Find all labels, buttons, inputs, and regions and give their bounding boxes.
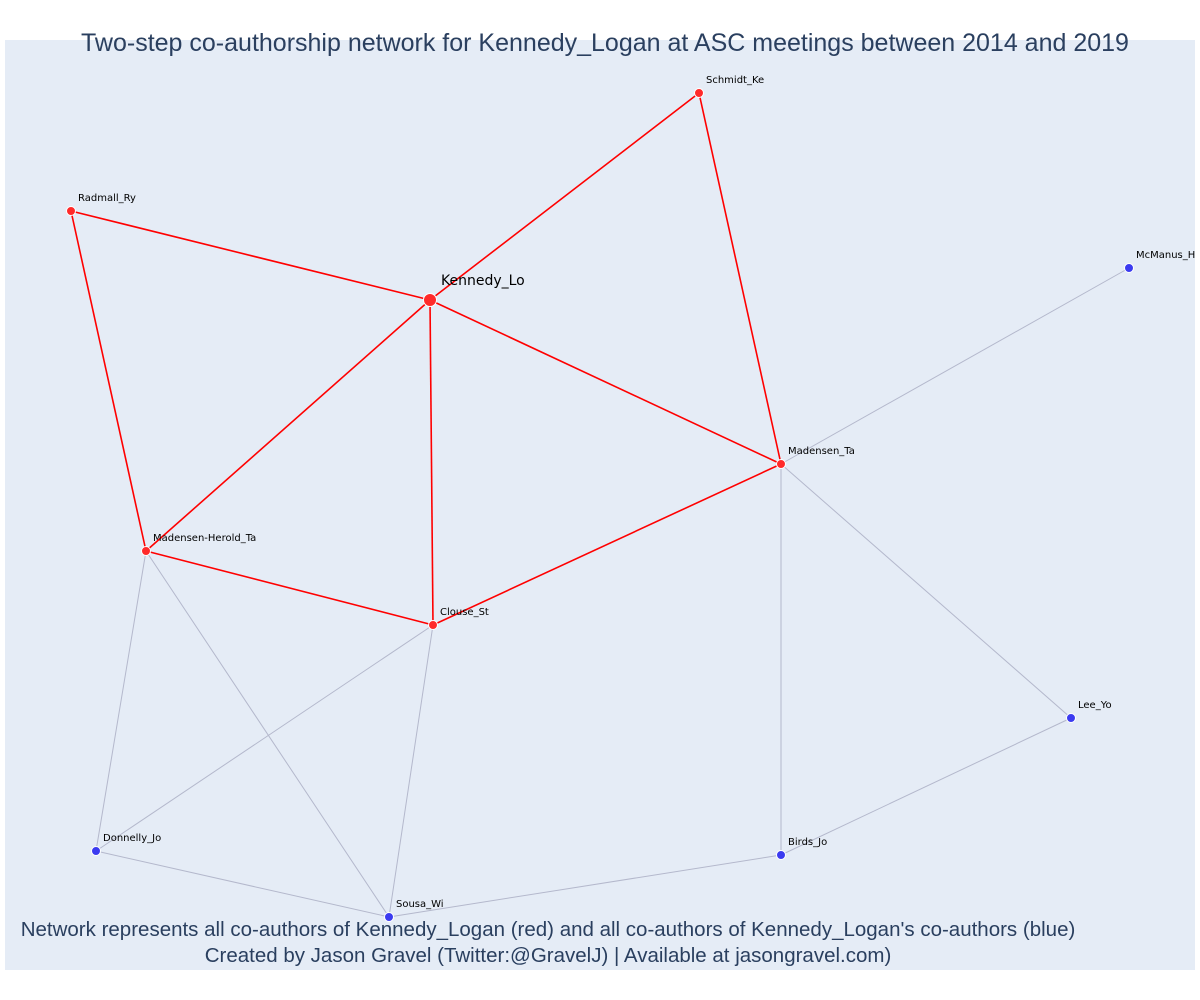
edge-Kennedy_Lo-Schmidt_Ke xyxy=(429,92,700,301)
caption: Network represents all co-authors of Ken… xyxy=(0,917,1096,969)
edge-Kennedy_Lo-Clouse_St xyxy=(429,299,434,626)
node-label-McManus_Ha: McManus_Ha xyxy=(1136,250,1200,261)
edge-Madensen_Ta-Lee_Yo xyxy=(780,463,1072,719)
node-Schmidt_Ke[interactable] xyxy=(694,88,704,98)
edge-Clouse_St-Madensen_Ta xyxy=(432,463,782,626)
node-label-Clouse_St: Clouse_St xyxy=(440,607,489,618)
node-label-Madensen_Ta: Madensen_Ta xyxy=(788,446,855,457)
node-McManus_Ha[interactable] xyxy=(1124,263,1134,273)
caption-line-2: Created by Jason Gravel (Twitter:@Gravel… xyxy=(204,944,892,967)
node-label-Radmall_Ry: Radmall_Ry xyxy=(78,193,136,204)
node-Madensen_Ta[interactable] xyxy=(776,459,786,469)
node-label-Madensen-Herold_Ta: Madensen-Herold_Ta xyxy=(153,533,256,544)
edge-Kennedy_Lo-Madensen_Ta xyxy=(429,299,782,465)
chart-title: Two-step co-authorship network for Kenne… xyxy=(81,29,1129,57)
edge-Madensen-Herold_Ta-Clouse_St xyxy=(145,550,434,626)
node-Radmall_Ry[interactable] xyxy=(66,206,76,216)
node-Birds_Jo[interactable] xyxy=(776,850,786,860)
edge-Schmidt_Ke-Madensen_Ta xyxy=(698,92,782,465)
edge-Madensen_Ta-McManus_Ha xyxy=(780,267,1130,465)
edge-Donnelly_Jo-Sousa_Wi xyxy=(95,850,390,918)
node-label-Lee_Yo: Lee_Yo xyxy=(1078,700,1112,711)
edge-Madensen-Herold_Ta-Donnelly_Jo xyxy=(95,550,147,852)
edge-Kennedy_Lo-Radmall_Ry xyxy=(70,210,431,301)
node-label-Schmidt_Ke: Schmidt_Ke xyxy=(706,75,764,86)
plot-area xyxy=(5,40,1195,970)
edge-Birds_Jo-Sousa_Wi xyxy=(388,854,782,918)
node-label-Donnelly_Jo: Donnelly_Jo xyxy=(103,833,161,844)
labels-layer: Kennedy_Lo Schmidt_Ke Radmall_Ry Madensen_T… xyxy=(78,75,1200,910)
node-Lee_Yo[interactable] xyxy=(1066,713,1076,723)
node-label-Sousa_Wi: Sousa_Wi xyxy=(396,899,444,910)
node-Kennedy_Lo[interactable] xyxy=(423,293,437,307)
edge-Clouse_St-Sousa_Wi xyxy=(388,624,434,918)
edge-Madensen-Herold_Ta-Sousa_Wi xyxy=(145,550,390,918)
edge-Clouse_St-Donnelly_Jo xyxy=(95,624,434,852)
node-Sousa_Wi[interactable] xyxy=(384,912,394,922)
node-label-Birds_Jo: Birds_Jo xyxy=(788,837,827,848)
edge-Kennedy_Lo-Madensen-Herold_Ta xyxy=(145,299,431,552)
node-label-Kennedy_Lo: Kennedy_Lo xyxy=(441,273,525,289)
node-Madensen-Herold_Ta[interactable] xyxy=(141,546,151,556)
edge-Lee_Yo-Birds_Jo xyxy=(780,717,1072,856)
nodes-layer xyxy=(66,88,1134,922)
node-Donnelly_Jo[interactable] xyxy=(91,846,101,856)
node-Clouse_St[interactable] xyxy=(428,620,438,630)
caption-line-1: Network represents all co-authors of Ken… xyxy=(20,918,1076,941)
edges-layer xyxy=(70,92,1130,918)
edge-Radmall_Ry-Madensen-Herold_Ta xyxy=(70,210,147,552)
